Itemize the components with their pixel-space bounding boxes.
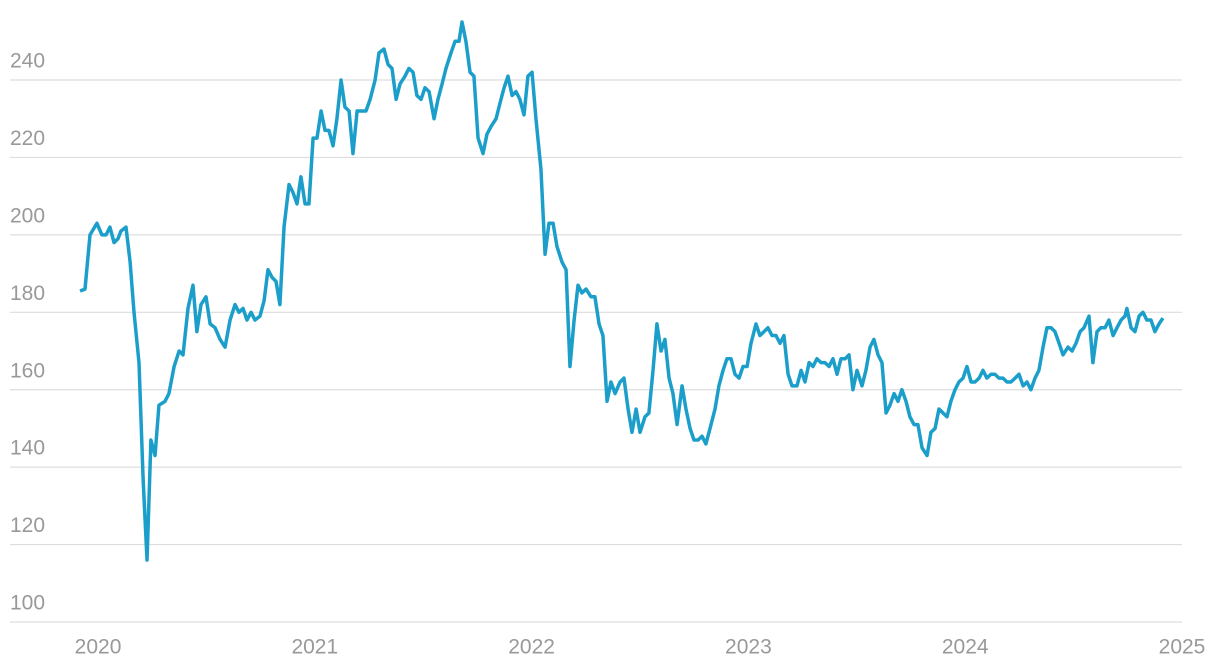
y-tick-label: 180 [10, 282, 45, 305]
x-tick-label: 2022 [508, 636, 555, 659]
y-tick-label: 160 [10, 359, 45, 382]
x-tick-label: 2021 [291, 636, 338, 659]
x-tick-label: 2023 [725, 636, 772, 659]
y-tick-label: 140 [10, 437, 45, 460]
y-tick-label: 120 [10, 514, 45, 537]
y-tick-label: 100 [10, 592, 45, 615]
line [79, 20, 1165, 562]
y-tick-label: 220 [10, 127, 45, 150]
x-tick-label: 2025 [1159, 636, 1206, 659]
y-tick-label: 200 [10, 204, 45, 227]
x-tick-label: 2020 [75, 636, 122, 659]
x-tick-label: 2024 [942, 636, 989, 659]
y-tick-label: 240 [10, 50, 45, 73]
